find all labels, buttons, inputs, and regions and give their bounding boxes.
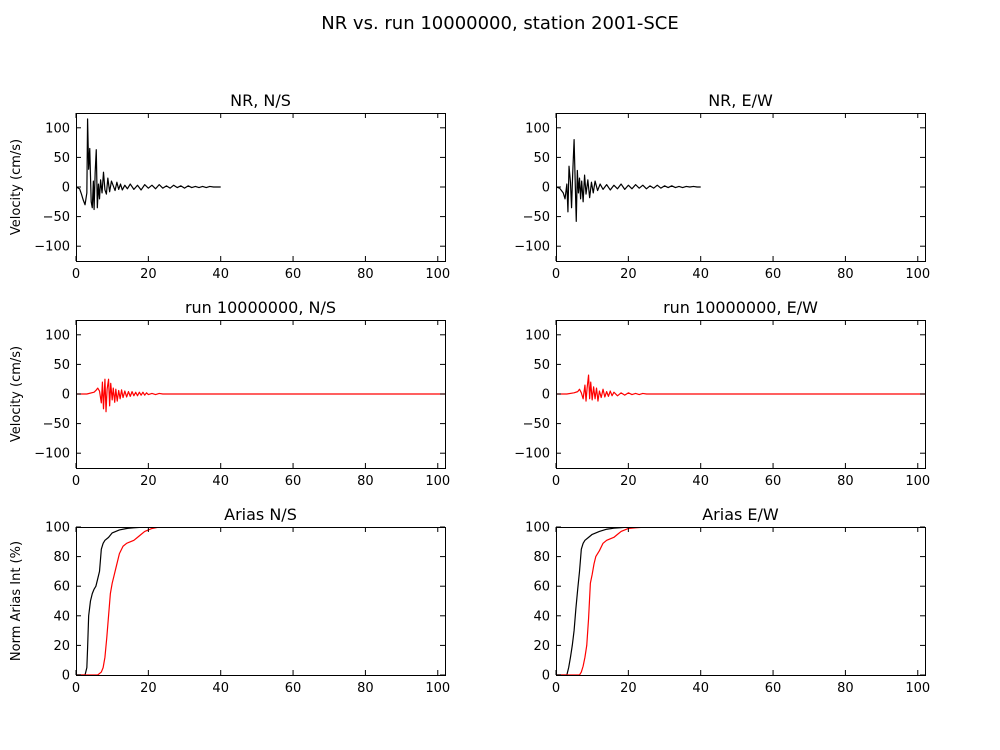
y-tick-label: 0 [542, 181, 550, 196]
x-tick-label: 80 [837, 474, 854, 489]
y-tick-label: −100 [34, 447, 70, 462]
x-tick-label: 20 [140, 681, 157, 696]
x-tick-label: 60 [765, 474, 782, 489]
y-tick-label: 50 [533, 358, 550, 373]
x-tick-label: 0 [552, 267, 560, 282]
subplot-title: NR, E/W [708, 91, 773, 110]
y-tick-label: 0 [542, 669, 550, 684]
y-tick-label: 20 [53, 639, 70, 654]
series-line-nr-ew-0 [556, 139, 701, 222]
y-tick-label: 20 [533, 639, 550, 654]
subplot-title: Arias N/S [224, 505, 297, 524]
y-tick-label: −50 [43, 210, 70, 225]
y-tick-label: 40 [53, 609, 70, 624]
y-tick-label: −100 [34, 240, 70, 255]
x-tick-label: 100 [425, 267, 450, 282]
y-tick-label: 60 [53, 580, 70, 595]
y-tick-label: 100 [45, 328, 70, 343]
x-tick-label: 20 [140, 474, 157, 489]
x-tick-label: 20 [620, 474, 637, 489]
x-tick-label: 100 [425, 681, 450, 696]
x-tick-label: 20 [620, 681, 637, 696]
y-tick-label: −100 [514, 240, 550, 255]
x-tick-label: 80 [837, 681, 854, 696]
x-tick-label: 60 [285, 267, 302, 282]
x-tick-label: 100 [905, 474, 930, 489]
subplot-run-ew: 0 20 40 60 80 100 100 50 0 −50 −100 run 10000000, E… [514, 298, 930, 489]
x-tick-label: 40 [692, 681, 709, 696]
x-tick-label: 40 [692, 267, 709, 282]
y-tick-label: −50 [43, 417, 70, 432]
y-tick-label: 100 [525, 328, 550, 343]
x-tick-label: 60 [285, 681, 302, 696]
x-tick-label: 20 [620, 267, 637, 282]
x-tick-label: 0 [552, 681, 560, 696]
axes-frame-arias-ew [556, 527, 926, 676]
figure-title: NR vs. run 10000000, station 2001-SCE [321, 13, 679, 34]
x-tick-label: 40 [692, 474, 709, 489]
y-tick-label: 50 [533, 151, 550, 166]
y-tick-label: 50 [53, 358, 70, 373]
y-tick-label: 0 [62, 388, 70, 403]
y-tick-label: −50 [523, 417, 550, 432]
y-axis-label: Norm Arias Int (%) [9, 541, 24, 661]
x-tick-label: 20 [140, 267, 157, 282]
y-tick-label: 80 [533, 550, 550, 565]
y-tick-label: 100 [45, 121, 70, 136]
x-tick-label: 100 [905, 267, 930, 282]
series-line-nr-ns-0 [76, 118, 221, 211]
x-tick-label: 100 [425, 474, 450, 489]
x-tick-label: 40 [212, 681, 229, 696]
x-tick-label: 60 [765, 681, 782, 696]
x-tick-label: 0 [72, 474, 80, 489]
x-tick-label: 60 [285, 474, 302, 489]
subplot-grid: 0 20 40 60 80 100 100 50 0 −50 −100 NR, N/S Velocity… [9, 91, 930, 696]
series-line-run-ns-0 [76, 378, 445, 413]
x-tick-label: 40 [212, 474, 229, 489]
series-line-arias-ew-1 [556, 527, 925, 675]
subplot-nr-ns: 0 20 40 60 80 100 100 50 0 −50 −100 NR, N/S Velocity… [9, 91, 450, 282]
subplot-title: Arias E/W [702, 505, 779, 524]
x-tick-label: 80 [357, 681, 374, 696]
x-tick-label: 0 [72, 267, 80, 282]
y-tick-label: 50 [53, 151, 70, 166]
x-tick-label: 40 [212, 267, 229, 282]
axes-frame-arias-ns [76, 527, 446, 676]
x-tick-label: 80 [837, 267, 854, 282]
y-tick-label: 0 [62, 181, 70, 196]
subplot-run-ns: 0 20 40 60 80 100 100 50 0 −50 −100 run 10000000, N… [9, 298, 450, 489]
subplot-title: run 10000000, N/S [185, 298, 336, 317]
x-tick-label: 80 [357, 474, 374, 489]
subplot-arias-ns: 0 20 40 60 80 100 100 80 60 40 20 0 Arias N/S Norm Ar… [9, 505, 450, 696]
subplot-title: run 10000000, E/W [663, 298, 818, 317]
y-tick-label: 0 [542, 388, 550, 403]
subplot-title: NR, N/S [230, 91, 291, 110]
x-tick-label: 0 [552, 474, 560, 489]
y-tick-label: 100 [525, 121, 550, 136]
series-line-arias-ns-1 [76, 527, 445, 675]
y-tick-label: 40 [533, 609, 550, 624]
y-tick-label: 100 [525, 521, 550, 536]
subplot-arias-ew: 0 20 40 60 80 100 100 80 60 40 20 0 Arias E/W [525, 505, 930, 696]
y-tick-label: −100 [514, 447, 550, 462]
y-tick-label: −50 [523, 210, 550, 225]
y-tick-label: 80 [53, 550, 70, 565]
x-tick-label: 80 [357, 267, 374, 282]
y-tick-label: 100 [45, 521, 70, 536]
y-tick-label: 60 [533, 580, 550, 595]
subplot-nr-ew: 0 20 40 60 80 100 100 50 0 −50 −100 NR, E/W [514, 91, 930, 282]
x-tick-label: 60 [765, 267, 782, 282]
series-line-run-ew-0 [556, 374, 925, 402]
x-tick-label: 0 [72, 681, 80, 696]
y-axis-label: Velocity (cm/s) [9, 139, 24, 235]
x-tick-label: 100 [905, 681, 930, 696]
y-tick-label: 0 [62, 669, 70, 684]
y-axis-label: Velocity (cm/s) [9, 346, 24, 442]
